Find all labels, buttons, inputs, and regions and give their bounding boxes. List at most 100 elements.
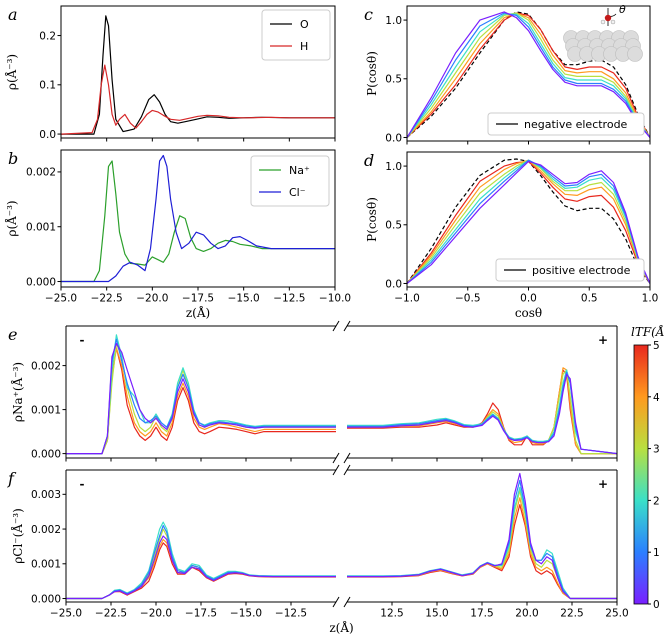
y-tick-label: 1.0: [385, 15, 402, 27]
x-tick-label: −1.0: [394, 293, 420, 305]
panel-label: e: [8, 325, 17, 344]
series-l_TF = 4: [406, 159, 651, 284]
series-right-l_TF = 2: [347, 486, 617, 600]
legend-label: O: [300, 18, 309, 31]
y-axis-label: P(cosθ): [365, 197, 379, 242]
series-l_TF = 4: [406, 12, 651, 138]
x-tick-label: 1.0: [642, 293, 659, 305]
panel-a: 0.0 0.1 0.2 a ρ(Å⁻³) OH: [4, 5, 336, 142]
series-left-l_TF = 0: [66, 343, 336, 455]
y-tick-label: 0.001: [31, 404, 61, 416]
electrode-inset: θ: [563, 3, 643, 62]
series-left-l_TF = 1: [66, 524, 336, 600]
panel-label: a: [8, 5, 18, 24]
legend-label: Cl⁻: [289, 186, 306, 199]
series-right-l_TF = 4: [347, 497, 617, 600]
series-right-l_TF = 3: [347, 369, 617, 455]
x-axis-label: z(Å): [329, 620, 353, 635]
series-left-l_TF = 3: [66, 528, 336, 600]
positive-electrode-sign: +: [598, 333, 608, 347]
axis-break-mark: [332, 452, 340, 464]
x-tick-label: −15.0: [228, 293, 260, 305]
series-left-l_TF = 2: [66, 334, 336, 455]
oxygen-atom: [604, 14, 612, 22]
x-tick-label: 0.0: [520, 293, 537, 305]
axis-break-mark: [343, 596, 351, 608]
y-tick-label: 0.002: [31, 360, 61, 372]
legend-box: [261, 9, 331, 61]
x-tick-label: −12.5: [273, 293, 305, 305]
y-tick-label: 0.001: [31, 559, 61, 571]
colorbar-tick-label: 4: [653, 392, 660, 404]
x-tick-label: −12.5: [275, 608, 307, 620]
legend-label: positive electrode: [532, 264, 631, 277]
y-tick-label: 0.000: [26, 276, 56, 288]
x-tick-label: −22.5: [91, 293, 123, 305]
axis-break-mark: [332, 596, 340, 608]
series-l_TF = 5: [406, 160, 651, 284]
series-left-l_TF = 0: [66, 535, 336, 600]
y-tick-label: 0.1: [39, 80, 56, 92]
panel-label: c: [364, 5, 373, 24]
x-tick-label: −22.5: [95, 608, 127, 620]
y-tick-label: 0.5: [385, 220, 402, 232]
axis-break-mark: [332, 320, 340, 332]
series-l_TF = 0: [406, 160, 651, 284]
x-tick-label: 12.5: [380, 608, 403, 620]
panel-f: 0.000 0.001 0.002 0.003 −25.0 −22.5 −20.0 −17.5…: [7, 464, 629, 635]
y-tick-label: 0.0: [39, 129, 56, 141]
x-tick-label: 22.5: [560, 608, 583, 620]
series-right-l_TF = 4: [347, 367, 617, 455]
series-right-l_TF = 1: [347, 479, 617, 600]
panel-label: f: [7, 469, 17, 488]
panel-c: 0.0 0.5 1.0 c P(cosθ) negative electrode θ: [364, 3, 651, 145]
y-tick-label: 0.2: [39, 30, 56, 42]
x-tick-label: 25.0: [605, 608, 628, 620]
colorbar-label: lTF(Å): [631, 324, 664, 339]
x-tick-label: 20.0: [515, 608, 538, 620]
series-dashed reference: [406, 158, 651, 284]
x-tick-label: −17.5: [182, 293, 214, 305]
x-tick-label: −20.0: [136, 293, 168, 305]
panel-e: 0.000 0.001 0.002 e ρNa⁺(Å⁻³) - +: [8, 320, 618, 464]
x-tick-label: −0.5: [455, 293, 481, 305]
series-l_TF = 3: [406, 159, 651, 284]
axis-break-mark: [343, 464, 351, 476]
hydrogen-atom: [600, 19, 606, 25]
axis-break-mark: [332, 464, 340, 476]
legend-label: H: [300, 40, 308, 53]
legend-label: negative electrode: [524, 118, 628, 131]
y-tick-label: 0.5: [385, 74, 402, 86]
y-axis-label: ρ(Å⁻³): [4, 200, 19, 236]
legend-box: [250, 155, 330, 207]
y-tick-label: 0.0: [385, 278, 402, 290]
colorbar-tick-label: 2: [653, 495, 660, 507]
axis-break-mark: [343, 320, 351, 332]
series-l_TF = 1: [406, 12, 651, 138]
theta-label: θ: [619, 3, 626, 16]
series-right-l_TF = 0: [347, 472, 617, 600]
series-right-l_TF = 3: [347, 490, 617, 600]
legend-label: Na⁺: [289, 164, 310, 177]
series-right-l_TF = 5: [347, 504, 617, 600]
series-H: [60, 64, 335, 135]
legend-box: [487, 112, 645, 136]
x-tick-label: 17.5: [470, 608, 493, 620]
series-left-l_TF = 2: [66, 521, 336, 600]
series-O: [61, 15, 335, 135]
series-right-l_TF = 0: [347, 373, 618, 455]
x-tick-label: −10.0: [319, 293, 351, 305]
x-axis-label: z(Å): [186, 305, 210, 320]
y-axis-label: ρCl⁻(Å⁻³): [10, 508, 25, 564]
x-tick-label: −17.5: [185, 608, 217, 620]
y-tick-label: 0.002: [31, 524, 61, 536]
colorbar-tick-label: 1: [653, 547, 660, 559]
y-axis-label: ρNa⁺(Å⁻³): [10, 362, 25, 422]
hydrogen-atom: [610, 19, 616, 25]
series-l_TF = 5: [406, 12, 651, 138]
series-l_TF = 0: [406, 11, 651, 138]
series-l_TF = 2: [406, 159, 651, 284]
y-tick-label: 0.000: [31, 593, 61, 605]
